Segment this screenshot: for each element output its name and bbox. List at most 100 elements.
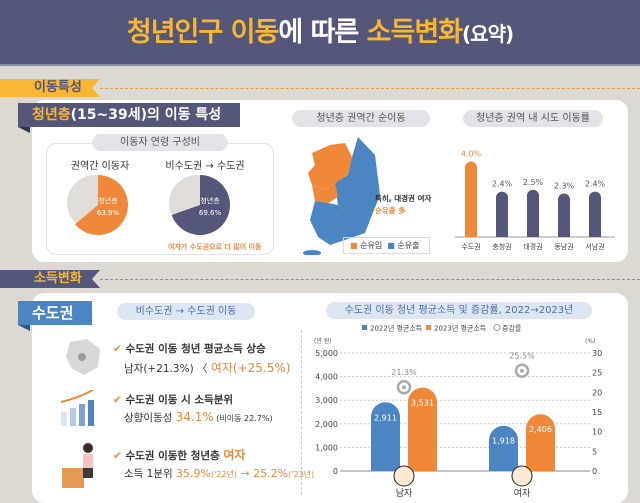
bar-value-label: 2.5% (523, 178, 544, 187)
tag-highlight: 청년층 (32, 107, 71, 123)
item-text: 수도권 이동 청년 평균소득 상승 (125, 343, 266, 355)
pie-label: 권역간 이동자 (70, 161, 130, 172)
face-icon (393, 465, 415, 487)
income-item-1: ✔ 수도권 이동 청년 평균소득 상승 (113, 341, 266, 356)
pie-value: 69.6% (199, 209, 222, 217)
pie-note: 여자가 수도권으로 더 많이 이동 (168, 243, 262, 251)
rate-marker-dot (520, 368, 524, 373)
income-item-3-detail: 소득 1분위 35.9%('22년) → 25.2%('23년) (124, 466, 314, 481)
bar (558, 193, 570, 237)
item-highlight: → 25.2% (236, 467, 289, 480)
bar-2022 (371, 402, 400, 471)
bar-value-label: 2,406 (529, 425, 552, 434)
map-legend: ■ 순유입 ■ 순유출 (343, 237, 430, 254)
region-move-rate-chart: 4.0% 수도권 2.4% 충청권 2.5% 대경권 2.3% 동남권 2.4% 서남권 (455, 149, 615, 251)
item-highlight: 35.9% (176, 467, 211, 480)
y-tick-label-left: 4,000 (315, 373, 338, 382)
x-tick-label: 충청권 (492, 242, 511, 251)
pie-slice-label: 청년층 (200, 196, 220, 205)
income-item-1-detail: 남자(+21.3%) 〈 여자(+25.5%) (124, 359, 290, 376)
tag-fold (18, 325, 30, 331)
bar (589, 191, 601, 237)
bar-value-label: 2,911 (374, 413, 397, 422)
check-icon: ✔ (113, 450, 122, 462)
item-text: 남자(+21.3%) 〈 (124, 363, 211, 375)
face-icon (511, 465, 533, 487)
bar-value-label: 2.4% (585, 180, 606, 189)
bar-value-label: 2.4% (492, 180, 513, 189)
bar-2023 (526, 414, 555, 471)
bar-value-label: 1,918 (492, 437, 515, 446)
y-tick-label-left: 1,000 (315, 443, 338, 452)
map-annotation: 특히, 대경권 여자 (375, 194, 432, 203)
bar (465, 161, 477, 237)
bar (496, 191, 508, 237)
capital-tag: 수도권 (18, 301, 92, 325)
title-part: 소득변화 (366, 17, 463, 48)
section-tag: 청년층(15~39세)의 이동 특성 (18, 103, 240, 127)
income-chart: 2022년 평균소득 2023년 평균소득 증감률 (만 원) (%) 0 1,000 2,0… (314, 324, 602, 500)
legend-label: 증감률 (502, 325, 522, 333)
legend-swatch (362, 325, 367, 330)
korea-map (303, 137, 380, 255)
item-highlight: 여자 (223, 448, 246, 462)
item-note: ('23년) (288, 470, 315, 479)
pie-label: 비수도권 → 수도권 (165, 161, 245, 172)
legend-swatch (493, 324, 501, 331)
y-tick-label-right: 5 (592, 447, 597, 456)
x-tick-label: 동남권 (554, 242, 573, 251)
bar-value-label: 4.0% (461, 149, 482, 158)
age-box-title: 이동자 연령 구성비 (92, 134, 228, 151)
income-item-2: ✔ 수도권 이동 시 소득분위 (113, 392, 233, 407)
item-highlight: 34.1% (175, 410, 214, 424)
pie-charts: 청년층 63.9% 청년층 69.6% (67, 175, 231, 235)
x-tick-label: 여자 (514, 487, 531, 499)
bar-2023 (408, 387, 437, 471)
legend-inflow: 순유입 (360, 241, 383, 250)
rate-marker-dot (402, 385, 406, 390)
legend-outflow: 순유출 (397, 241, 420, 250)
check-icon: ✔ (113, 394, 122, 406)
item-note: (비이동 22.7%) (213, 414, 273, 423)
legend-label: 2022년 평균소득 (370, 324, 423, 333)
bar-value-label: 3,531 (411, 399, 434, 408)
y-axis-label-right: (%) (585, 338, 595, 345)
tag-fold (18, 127, 30, 133)
title-part: 청년인구 이동 (126, 17, 279, 48)
y-tick-label-right: 25 (592, 369, 602, 378)
x-tick-label: 수도권 (461, 243, 480, 251)
capital-map-icon (66, 339, 100, 375)
x-tick-label: 남자 (396, 488, 413, 499)
income-item-3: ✔ 수도권 이동한 청년층 여자 (113, 446, 245, 463)
income-item-2-detail: 상향이동성 34.1% (비이동 22.7%) (124, 410, 273, 425)
x-tick-label: 서남권 (585, 242, 604, 251)
header: 청년인구 이동에 따른 소득변화(요약) (0, 0, 640, 66)
pie-youth-slice (75, 175, 128, 235)
map-annotation: 순유출 多 (375, 206, 406, 215)
section-label-income: 소득변화 (0, 270, 100, 288)
map-title: 청년층 권역간 순이동 (292, 110, 430, 127)
item-highlight: 여자(+25.5%) (210, 361, 291, 375)
title-part: 에 따른 (278, 17, 367, 48)
bar-2022 (489, 425, 518, 471)
y-tick-label-left: 0 (333, 467, 338, 476)
divider (301, 330, 302, 495)
income-subtitle: 비수도권 → 수도권 이동 (117, 303, 255, 320)
item-text: 수도권 이동 시 소득분위 (125, 394, 234, 406)
item-text: 소득 1분위 (124, 468, 176, 480)
check-icon: ✔ (113, 343, 122, 355)
y-tick-label-right: 15 (592, 408, 602, 417)
divider (100, 88, 640, 89)
item-text: 상향이동성 (124, 412, 176, 424)
tag-rest: (15~39세)의 이동 특성 (70, 107, 222, 123)
y-tick-label-left: 2,000 (315, 420, 338, 429)
rate-label: 21.3% (391, 368, 417, 377)
y-axis-label-left: (만 원) (314, 337, 332, 345)
legend-label: 2023년 평균소득 (434, 324, 487, 333)
y-tick-label-right: 0 (592, 467, 597, 476)
growth-chart-icon (60, 390, 94, 426)
bar-title: 청년층 권역 내 시도 이동률 (463, 110, 603, 127)
woman-coins-icon (62, 443, 93, 488)
income-chart-title: 수도권 이동 청년 평균소득 및 증감률, 2022→2023년 (326, 302, 592, 319)
section-label-movement: 이동특성 (0, 79, 100, 97)
